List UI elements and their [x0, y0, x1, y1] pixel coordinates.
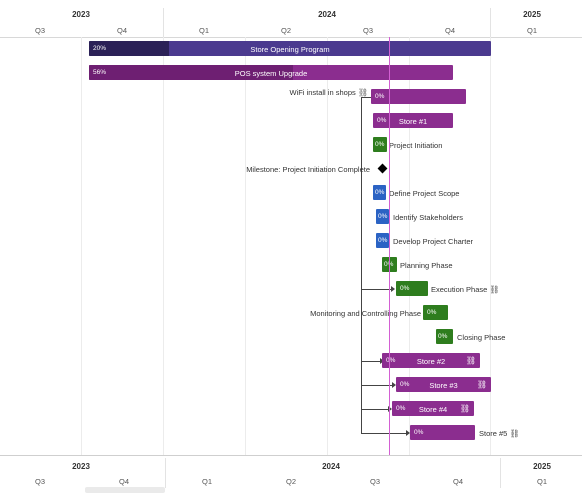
- percent-complete: 0%: [378, 213, 388, 220]
- bar-title: Store #4: [418, 405, 448, 414]
- quarter-label: Q3: [34, 477, 46, 486]
- percent-complete: 0%: [378, 237, 388, 244]
- dependency-line: [361, 97, 371, 98]
- percent-complete: 0%: [375, 93, 385, 100]
- link-icon[interactable]: ⛓: [509, 429, 520, 438]
- percent-complete: 0%: [384, 261, 393, 268]
- dependency-line: [361, 409, 389, 410]
- quarter-label: Q2: [285, 477, 297, 486]
- summary-bar-store-opening-program[interactable]: 20% Store Opening Program: [89, 41, 491, 56]
- task-label: Execution Phase ⛓: [431, 285, 500, 294]
- percent-complete: 0%: [386, 357, 396, 364]
- link-icon[interactable]: ⛓: [476, 380, 487, 389]
- bar-title: Store #1: [398, 117, 428, 126]
- percent-complete: 0%: [400, 381, 410, 388]
- dependency-line: [361, 433, 407, 434]
- task-bar-identify-stakeholders[interactable]: 0%: [376, 209, 389, 224]
- link-icon[interactable]: ⛓: [459, 404, 470, 413]
- percent-complete: 20%: [93, 45, 107, 52]
- timescale-bottom: 2023 2024 2025 Q3 Q4 Q1 Q2 Q3 Q4 Q1: [0, 455, 582, 494]
- bar-title: Store Opening Program: [250, 45, 330, 54]
- task-bar-store-2[interactable]: 0% Store #2 ⛓: [382, 353, 480, 368]
- milestone-label: Milestone: Project Initiation Complete: [246, 165, 370, 174]
- dependency-line: [361, 289, 392, 290]
- task-bar-store-3[interactable]: 0% Store #3 ⛓: [396, 377, 491, 392]
- percent-complete: 0%: [396, 405, 406, 412]
- task-bar-store-1[interactable]: 0% Store #1: [373, 113, 453, 128]
- quarter-label: Q4: [116, 26, 128, 35]
- percent-complete: 0%: [375, 189, 385, 196]
- dependency-line: [361, 385, 393, 386]
- percent-complete: 0%: [427, 309, 437, 316]
- quarter-label: Q1: [198, 26, 210, 35]
- year-label: 2023: [72, 462, 90, 471]
- milestone-diamond-icon[interactable]: [377, 163, 388, 174]
- percent-complete: 0%: [377, 117, 387, 124]
- dependency-arrow: [388, 406, 392, 412]
- progress-fill: [89, 41, 170, 56]
- percent-complete: 0%: [400, 285, 410, 292]
- task-bar-execution-phase[interactable]: 0%: [396, 281, 428, 296]
- progress-fill: [89, 65, 293, 80]
- horizontal-scrollbar[interactable]: [85, 487, 165, 493]
- task-bar-store-4[interactable]: 0% Store #4 ⛓: [392, 401, 474, 416]
- quarter-label: Q3: [369, 477, 381, 486]
- link-icon[interactable]: ⛓: [489, 285, 500, 294]
- task-label: Develop Project Charter: [393, 237, 474, 246]
- dependency-line: [361, 97, 362, 433]
- task-label: Planning Phase: [400, 261, 453, 270]
- task-bar-monitoring-controlling[interactable]: 0%: [423, 305, 448, 320]
- dependency-line: [361, 361, 381, 362]
- quarter-label: Q4: [118, 477, 130, 486]
- task-bar-closing-phase[interactable]: 0%: [436, 329, 453, 344]
- task-bar-wifi-install[interactable]: 0%: [371, 89, 466, 104]
- task-bar-define-project-scope[interactable]: 0%: [373, 185, 386, 200]
- quarter-label: Q1: [201, 477, 213, 486]
- dependency-arrow: [392, 382, 396, 388]
- dependency-arrow: [391, 286, 395, 292]
- bar-title: Store #3: [429, 381, 458, 390]
- quarter-label: Q3: [362, 26, 374, 35]
- percent-complete: 0%: [375, 141, 385, 148]
- quarter-label: Q3: [34, 26, 46, 35]
- today-marker-line: [389, 37, 390, 455]
- quarter-label: Q4: [444, 26, 456, 35]
- task-bar-develop-project-charter[interactable]: 0%: [376, 233, 389, 248]
- task-label: Identify Stakeholders: [393, 213, 464, 222]
- quarter-label: Q4: [452, 477, 464, 486]
- task-label: Project Initiation: [389, 141, 443, 150]
- task-label: Define Project Scope: [389, 189, 460, 198]
- task-label: WiFi install in shops ⛓: [289, 88, 368, 97]
- task-label: Closing Phase: [457, 333, 506, 342]
- task-bar-project-initiation[interactable]: 0%: [373, 137, 387, 152]
- percent-complete: 0%: [414, 429, 424, 436]
- summary-bar-pos-system-upgrade[interactable]: 56% POS system Upgrade: [89, 65, 453, 80]
- percent-complete: 56%: [93, 69, 107, 76]
- link-icon[interactable]: ⛓: [357, 88, 368, 97]
- bar-title: POS system Upgrade: [234, 69, 308, 78]
- year-label: 2025: [533, 462, 551, 471]
- year-label: 2024: [322, 462, 340, 471]
- quarter-label: Q2: [280, 26, 292, 35]
- year-label: 2024: [318, 10, 336, 19]
- task-bar-store-5[interactable]: 0%: [410, 425, 475, 440]
- bar-title: Store #2: [416, 357, 446, 366]
- percent-complete: 0%: [438, 333, 448, 340]
- year-label: 2025: [523, 10, 541, 19]
- quarter-label: Q1: [536, 477, 548, 486]
- task-label: Monitoring and Controlling Phase: [310, 309, 421, 318]
- dependency-arrow: [406, 430, 410, 436]
- quarter-label: Q1: [526, 26, 538, 35]
- timescale-top: 2023 2024 2025 Q3 Q4 Q1 Q2 Q3 Q4 Q1: [0, 0, 582, 38]
- link-icon[interactable]: ⛓: [465, 356, 476, 365]
- task-label: Store #5 ⛓: [479, 429, 520, 438]
- year-label: 2023: [72, 10, 90, 19]
